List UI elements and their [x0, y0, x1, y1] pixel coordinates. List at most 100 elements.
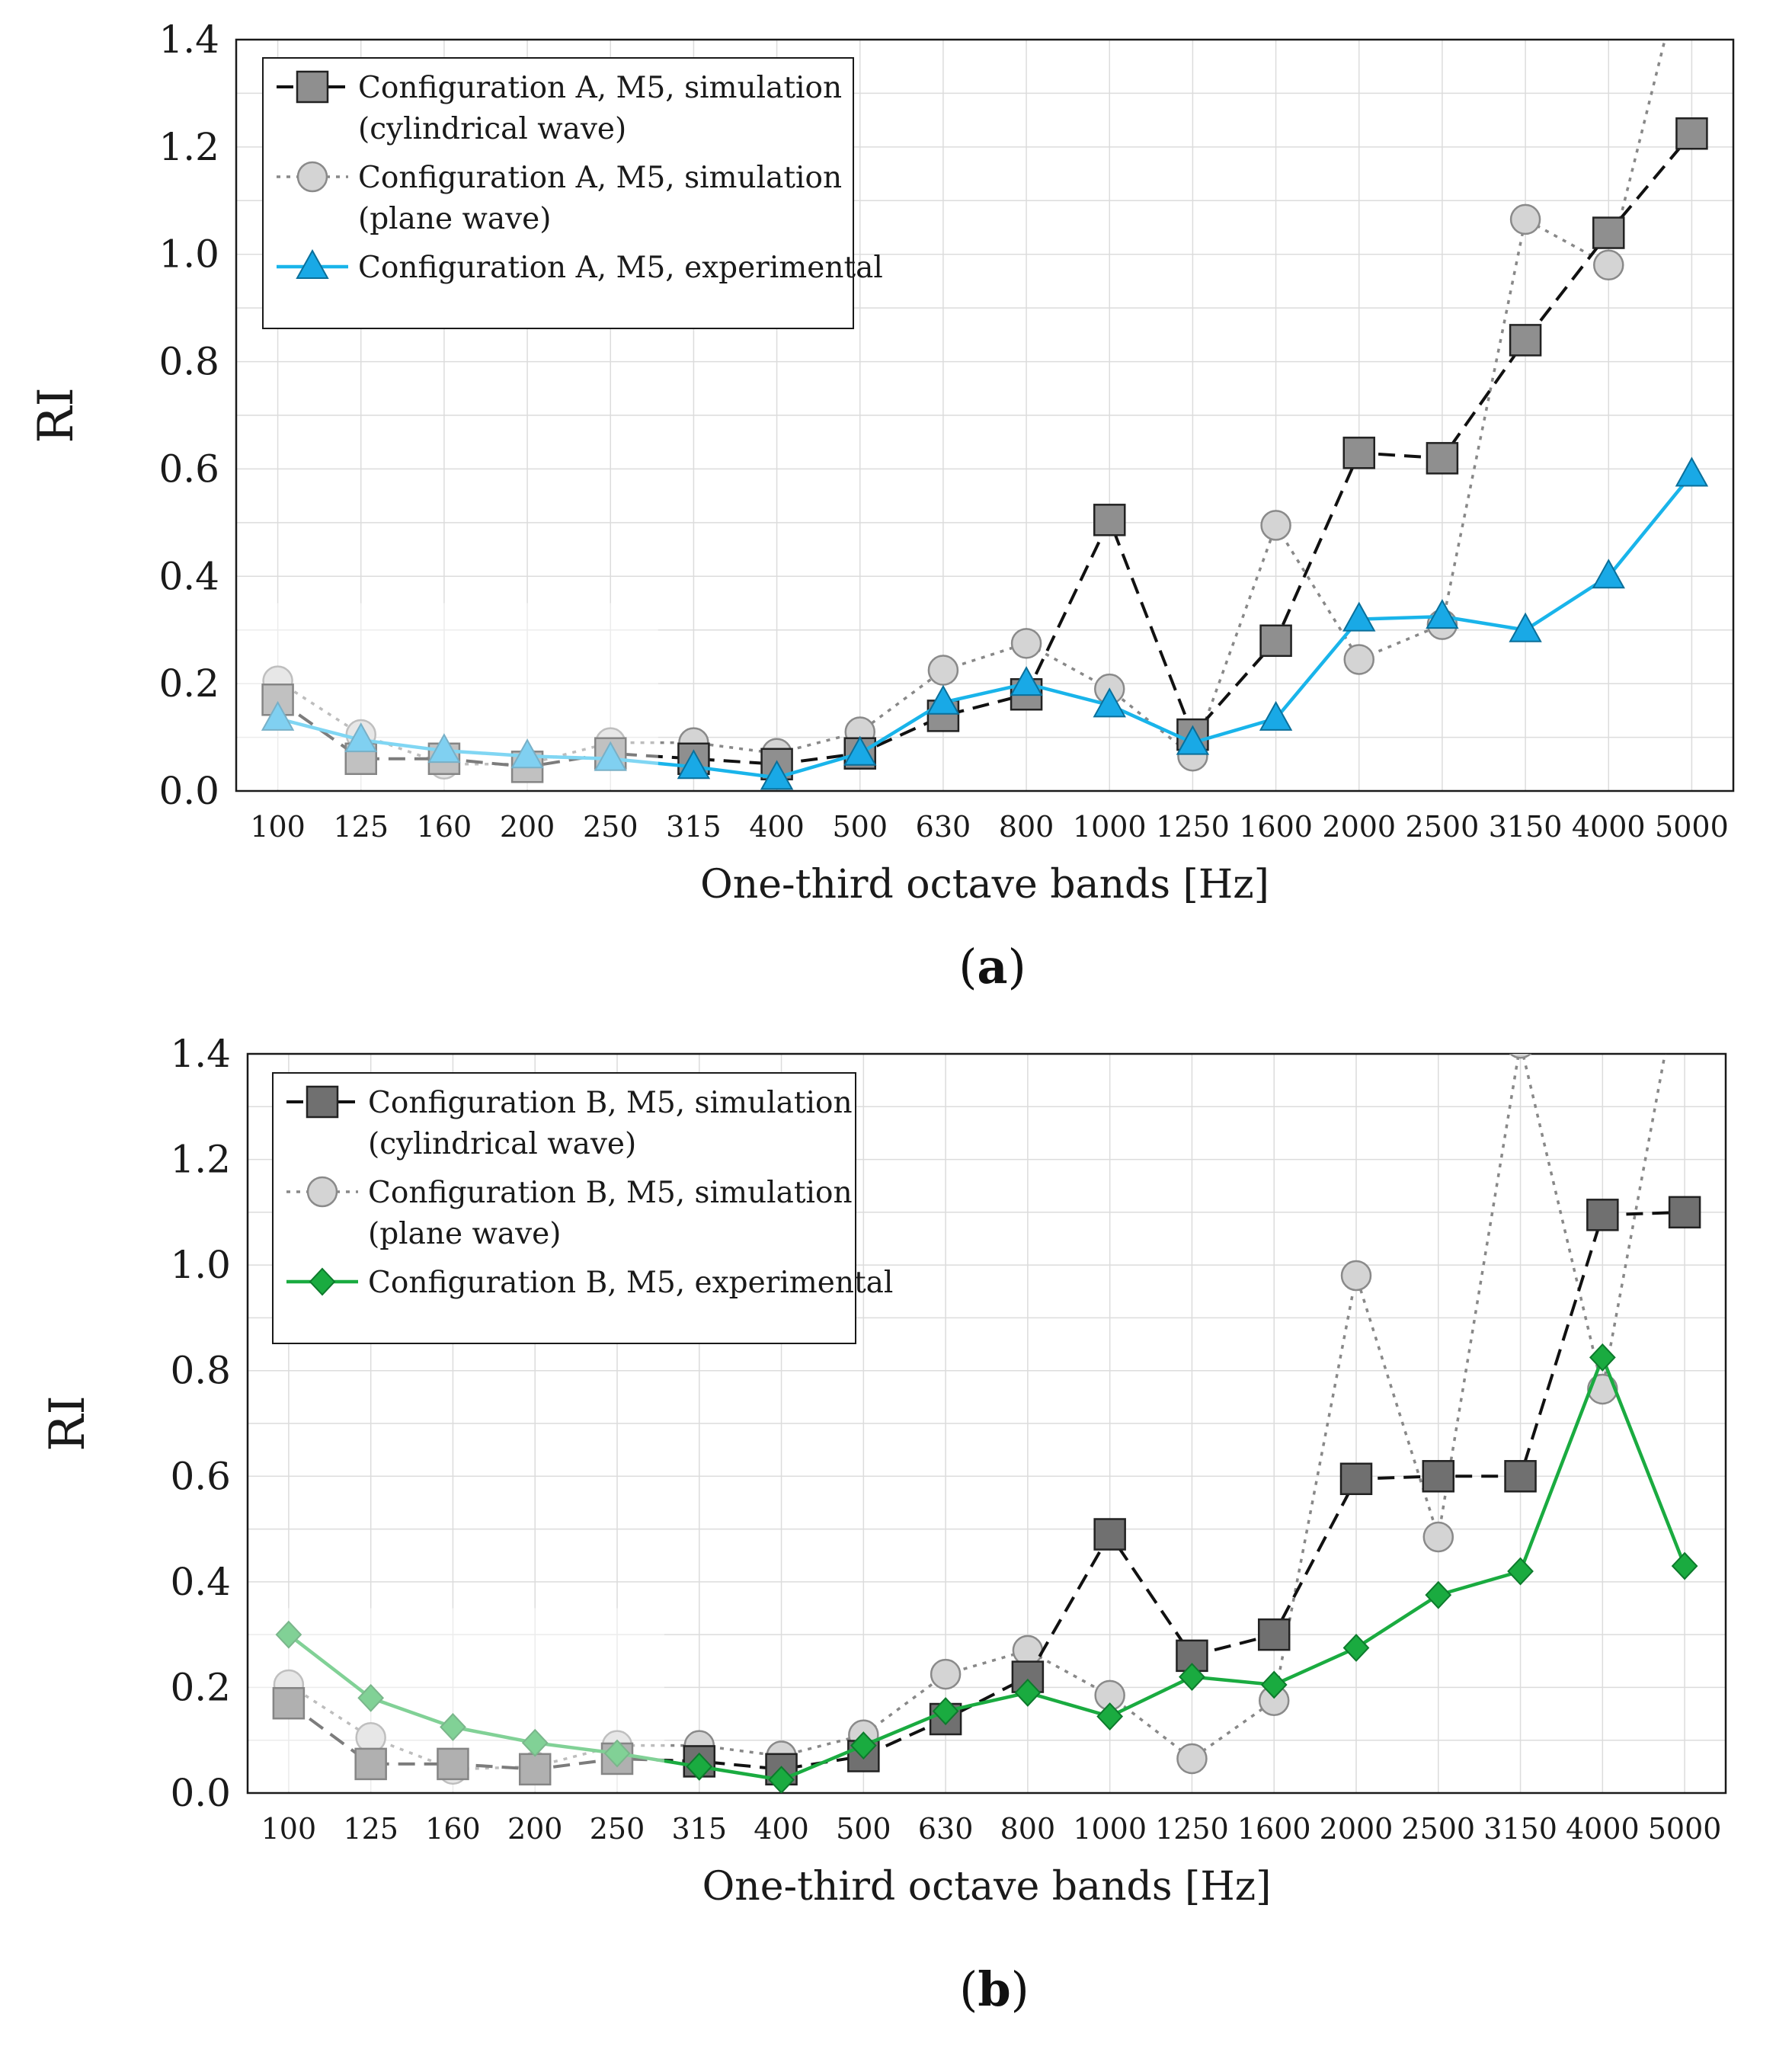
- caption-paren-open: (: [959, 1961, 978, 2017]
- data-point-marker: [843, 735, 877, 766]
- data-point-marker: [1509, 324, 1542, 357]
- y-tick-label: 0.6: [170, 1454, 231, 1498]
- data-point-marker: [1342, 437, 1375, 469]
- legend: Configuration A, M5, simulation (cylindri…: [262, 57, 883, 329]
- x-tick-label: 2000: [1320, 1812, 1394, 1846]
- legend-swatch-marker: [309, 1267, 336, 1296]
- data-point-marker: [354, 1747, 387, 1781]
- data-point-marker: [1176, 725, 1210, 755]
- series-line: [287, 1210, 1685, 1771]
- data-point-marker: [768, 1766, 795, 1793]
- caption-paren-close: ): [1008, 939, 1026, 994]
- legend-swatch-marker: [296, 70, 329, 104]
- data-point-marker: [1257, 1618, 1291, 1651]
- data-point-marker: [1176, 1743, 1208, 1775]
- panel-caption: (b): [959, 1961, 1029, 2017]
- x-tick-label: 800: [1000, 1812, 1056, 1846]
- data-point-marker: [344, 722, 378, 753]
- data-point-marker: [1093, 687, 1126, 718]
- y-tick-label: 0.0: [170, 1771, 231, 1815]
- data-point-marker: [930, 1658, 962, 1690]
- y-tick-label: 1.0: [158, 232, 219, 277]
- data-point-marker: [1010, 628, 1042, 659]
- x-tick-label: 1000: [1073, 1812, 1147, 1846]
- x-tick-label: 630: [916, 810, 971, 844]
- series-line: [277, 40, 1667, 766]
- data-point-marker: [1507, 1557, 1534, 1586]
- legend-entry: Configuration B, M5, simulation: [368, 1176, 853, 1210]
- data-point-marker: [1509, 612, 1542, 642]
- data-point-marker: [760, 760, 794, 790]
- data-point-marker: [1509, 1054, 1532, 1059]
- data-point-marker: [594, 741, 627, 771]
- data-point-marker: [677, 749, 711, 780]
- data-point-marker: [1179, 1663, 1205, 1692]
- data-point-marker: [1342, 1634, 1370, 1662]
- legend-box: [262, 57, 854, 329]
- x-tick-label: 250: [583, 810, 638, 844]
- legend-entry: Configuration B, M5, experimental: [368, 1266, 893, 1300]
- x-tick-label: 400: [749, 810, 805, 844]
- caption-letter: a: [977, 939, 1007, 994]
- legend-entry-line2: (plane wave): [368, 1217, 561, 1251]
- data-point-marker: [1259, 700, 1293, 731]
- plot-frame: [246, 1052, 1727, 1795]
- data-point-marker: [1340, 1260, 1372, 1292]
- data-point-marker: [1593, 249, 1624, 281]
- series-line: [287, 1353, 1687, 1782]
- x-tick-label: 125: [343, 1812, 398, 1846]
- x-axis-label: One-third octave bands [Hz]: [702, 1864, 1272, 1910]
- legend-entry: Configuration B, M5, simulation: [368, 1086, 853, 1120]
- legend-swatch-marker: [306, 1176, 338, 1208]
- x-tick-label: 1250: [1156, 810, 1230, 844]
- data-point-marker: [1592, 216, 1625, 249]
- x-tick-label: 630: [918, 1812, 974, 1846]
- y-tick-label: 0.8: [170, 1349, 231, 1393]
- data-point-marker: [518, 1753, 552, 1786]
- y-tick-label: 0.2: [158, 661, 219, 706]
- data-point-marker: [1586, 1199, 1619, 1231]
- data-point-marker: [261, 700, 295, 731]
- data-point-marker: [272, 1686, 306, 1720]
- series-triangle: [261, 456, 1709, 790]
- data-point-marker: [510, 738, 544, 769]
- data-point-marker: [357, 1683, 385, 1712]
- x-tick-label: 100: [261, 1812, 317, 1846]
- y-axis-label: RI: [40, 1395, 96, 1451]
- data-point-marker: [1592, 559, 1625, 589]
- data-point-marker: [440, 1712, 466, 1741]
- x-tick-label: 315: [672, 1812, 728, 1846]
- chart-panel-b: 0.0 0.2 0.4 0.6 0.8 1.0 1.2 1.4 100 125 160 200 250 3…: [40, 1032, 1727, 2017]
- x-tick-label: 2500: [1401, 1812, 1475, 1846]
- panel-caption: (a): [958, 939, 1026, 994]
- y-tick-label: 1.0: [170, 1243, 231, 1287]
- data-point-marker: [1587, 1373, 1618, 1405]
- data-point-marker: [521, 1728, 549, 1757]
- series-line: [277, 473, 1694, 780]
- data-point-marker: [927, 655, 959, 686]
- data-point-marker: [850, 1731, 877, 1760]
- x-tick-label: 3150: [1489, 810, 1563, 844]
- x-tick-label: 4000: [1572, 810, 1646, 844]
- data-point-marker: [932, 1697, 959, 1726]
- data-point-marker: [1675, 117, 1708, 150]
- data-point-marker: [1011, 1660, 1045, 1693]
- x-tick-label: 400: [754, 1812, 809, 1846]
- x-tick-label: 1600: [1237, 1812, 1311, 1846]
- legend-entry-line2: (cylindrical wave): [358, 112, 626, 146]
- data-point-marker: [1339, 1462, 1373, 1495]
- legend-entry: Configuration A, M5, simulation: [358, 161, 842, 195]
- data-point-marker: [1589, 1343, 1616, 1372]
- data-point-marker: [1260, 1670, 1288, 1699]
- data-point-marker: [427, 733, 461, 764]
- y-tick-label: 0.0: [158, 769, 219, 813]
- y-tick-label: 1.4: [170, 1032, 231, 1076]
- data-point-marker: [1426, 442, 1459, 475]
- legend-entry-line2: (plane wave): [358, 202, 551, 236]
- y-tick-label: 1.2: [170, 1138, 231, 1182]
- data-point-marker: [1504, 1460, 1537, 1493]
- data-point-marker: [1671, 1551, 1698, 1580]
- legend-entry: Configuration A, M5, simulation: [358, 71, 842, 105]
- series-line: [277, 132, 1693, 769]
